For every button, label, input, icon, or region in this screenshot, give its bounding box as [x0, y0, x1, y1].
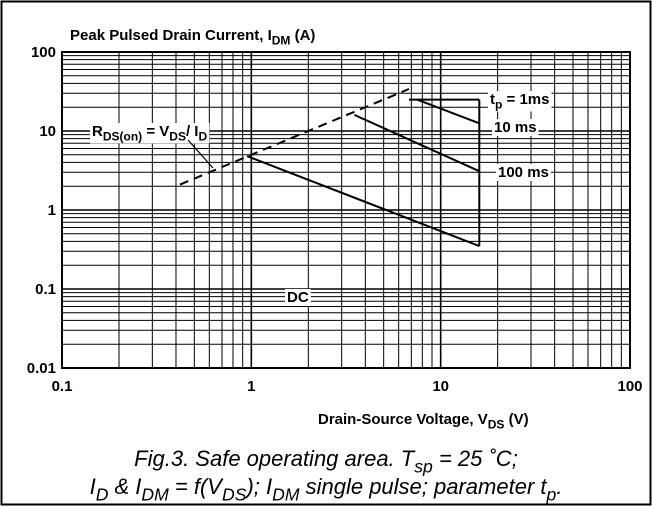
x-tick-label: 0.1: [52, 378, 73, 395]
x-tick-label: 10: [432, 378, 449, 395]
annotation: DC: [287, 289, 309, 306]
plot-frame: [61, 51, 631, 369]
curve: [416, 98, 480, 125]
y-tick-label: 0.01: [27, 360, 56, 377]
y-tick-label: 10: [39, 123, 56, 140]
caption: Fig.3. Safe operating area. Tsp = 25 ˚C;: [134, 446, 518, 477]
y-tick-label: 1: [48, 202, 56, 219]
curve: [353, 113, 480, 173]
annotation-bg: [90, 123, 210, 144]
text-run: DC: [287, 289, 309, 306]
chart-title: Peak Pulsed Drain Current, IDM (A): [70, 27, 315, 48]
text-run: (A): [290, 27, 315, 44]
subscript: sp: [414, 457, 433, 477]
subscript: DS(on): [103, 130, 142, 144]
text-run: Peak Pulsed Drain Current, I: [70, 27, 272, 44]
text-run: / I: [186, 123, 199, 140]
subscript: DM: [272, 34, 291, 48]
annotation-bg: [285, 289, 311, 306]
subscript: DS: [169, 130, 186, 144]
text-run: Fig.3. Safe operating area. T: [134, 446, 416, 471]
curve: [179, 88, 410, 186]
annotation: 10 ms: [494, 119, 537, 136]
subscript: DS: [222, 485, 247, 505]
annotation: tp = 1ms: [490, 91, 549, 112]
subscript: p: [546, 485, 557, 505]
text-run: = V: [142, 123, 169, 140]
curve: [246, 155, 480, 247]
annotation-bg: [488, 91, 552, 112]
x-tick-label: 1: [247, 378, 255, 395]
subscript: D: [96, 485, 109, 505]
annotation-bg: [496, 164, 551, 181]
x-tick-label: 100: [617, 378, 642, 395]
text-run: Drain-Source Voltage, V: [318, 411, 488, 428]
text-run: R: [92, 123, 103, 140]
subscript: D: [198, 130, 207, 144]
subscript: DM: [272, 485, 300, 505]
text-run: I: [90, 474, 96, 499]
text-run: 10 ms: [494, 119, 537, 136]
subscript: DS: [488, 418, 505, 432]
y-tick-label: 100: [31, 44, 56, 61]
subscript: p: [495, 98, 502, 112]
annotation: 100 ms: [498, 164, 549, 181]
text-run: t: [490, 91, 495, 108]
y-tick-label: 0.1: [35, 281, 56, 298]
text-run: ); I: [243, 474, 272, 499]
text-run: (V): [504, 411, 528, 428]
annotation-bg: [492, 119, 539, 136]
subscript: DM: [141, 485, 169, 505]
text-run: .: [556, 474, 562, 499]
text-run: single pulse; parameter t: [299, 474, 547, 499]
text-run: = 25 ˚C;: [433, 446, 518, 471]
text-run: 100 ms: [498, 164, 549, 181]
annotation: RDS(on) = VDS/ ID: [92, 123, 207, 144]
text-run: = 1ms: [502, 91, 549, 108]
text-run: & I: [108, 474, 141, 499]
leader-line: [187, 139, 214, 169]
text-run: = f(V: [169, 474, 225, 499]
x-axis-label: Drain-Source Voltage, VDS (V): [318, 411, 529, 432]
caption: ID & IDM = f(VDS); IDM single pulse; par…: [90, 474, 563, 505]
